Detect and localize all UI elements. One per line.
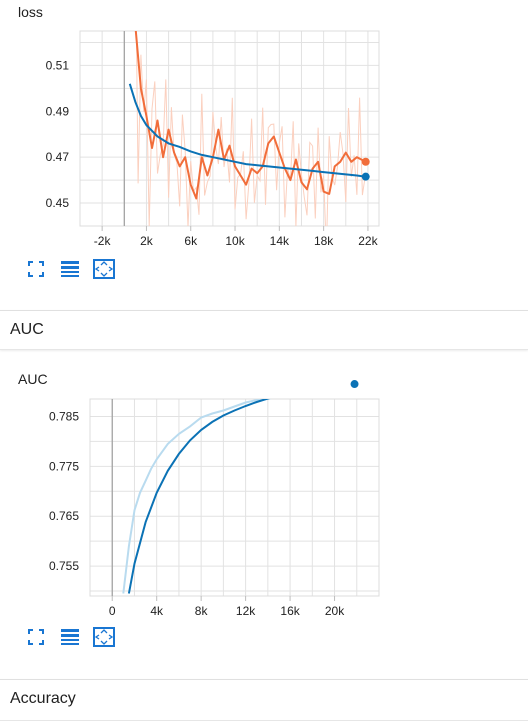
- loss-series: [128, 31, 367, 200]
- loss-orange-endpoint: [361, 157, 370, 166]
- x-tick-label: 22k: [358, 234, 378, 248]
- y-tick-label: 0.47: [46, 150, 70, 164]
- auc-section-header[interactable]: AUC: [0, 310, 528, 350]
- loss-chart-toolbar: [24, 258, 116, 280]
- y-tick-label: 0.775: [49, 459, 79, 473]
- x-tick-label: 8k: [195, 604, 209, 618]
- list-icon[interactable]: [58, 626, 82, 648]
- y-tick-label: 0.765: [49, 509, 79, 523]
- list-icon[interactable]: [58, 258, 82, 280]
- loss-chart[interactable]: -2k 2k 6k 10k 14k 18k 22k 0.45 0.47 0.49 0.51: [0, 0, 528, 260]
- plot-frame: [79, 30, 380, 227]
- y-tick-label: 0.755: [49, 559, 79, 573]
- loss-orange-line: [134, 31, 367, 200]
- x-tick-label: 0: [109, 604, 116, 618]
- auc-section-title: AUC: [10, 321, 44, 338]
- x-tick-label: 18k: [314, 234, 334, 248]
- plot-frame: [89, 398, 380, 597]
- loss-blue-endpoint: [361, 172, 370, 181]
- y-tick-label: 0.49: [46, 104, 70, 118]
- auc-chart-title: AUC: [18, 371, 48, 387]
- fit-domain-icon[interactable]: [92, 258, 116, 280]
- x-tick-label: 16k: [280, 604, 300, 618]
- auc-series: [122, 399, 272, 594]
- loss-blue-line: [128, 83, 366, 178]
- fullscreen-icon[interactable]: [24, 258, 48, 280]
- fullscreen-icon[interactable]: [24, 626, 48, 648]
- x-tick-label: 4k: [150, 604, 164, 618]
- x-tick-label: 6k: [184, 234, 198, 248]
- auc-chart-toolbar: [24, 626, 116, 648]
- x-tick-label: 14k: [270, 234, 290, 248]
- auc-raw-line: [122, 399, 272, 594]
- x-tick-label: 12k: [236, 604, 256, 618]
- x-tick-label: 2k: [140, 234, 154, 248]
- x-tick-label: 10k: [225, 234, 245, 248]
- y-tick-label: 0.45: [46, 196, 70, 210]
- accuracy-section-header[interactable]: Accuracy: [0, 679, 528, 721]
- x-tick-label: -2k: [94, 234, 112, 248]
- auc-chart[interactable]: 0 4k 8k 12k 16k 20k 0.755 0.765 0.775 0.785: [0, 0, 528, 625]
- x-tick-label: 20k: [325, 604, 345, 618]
- fit-domain-icon[interactable]: [92, 626, 116, 648]
- y-tick-label: 0.51: [46, 58, 70, 72]
- y-tick-label: 0.785: [49, 409, 79, 423]
- auc-smoothed-line: [127, 399, 271, 594]
- accuracy-section-title: Accuracy: [10, 690, 76, 707]
- auc-endpoint: [350, 380, 359, 389]
- loss-chart-title: loss: [18, 4, 43, 20]
